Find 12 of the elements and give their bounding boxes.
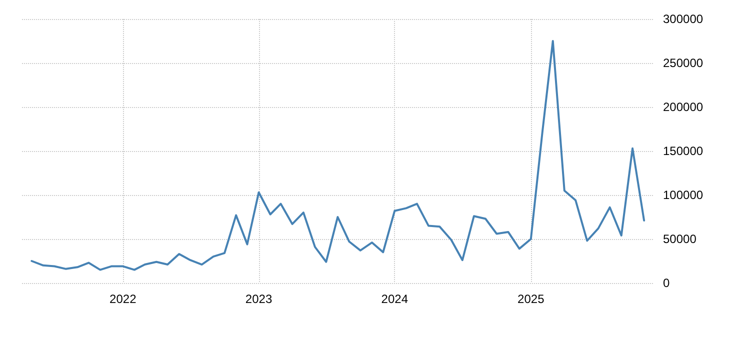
x-tick-label: 2024 <box>381 292 408 306</box>
y-tick-label: 100000 <box>663 188 704 202</box>
y-tick-label: 50000 <box>663 232 697 246</box>
y-tick-label: 250000 <box>663 56 704 70</box>
y-tick-label: 0 <box>663 276 670 290</box>
x-tick-label: 2023 <box>245 292 272 306</box>
line-series <box>30 40 646 271</box>
x-tick-label: 2025 <box>518 292 545 306</box>
y-tick-label: 150000 <box>663 144 704 158</box>
x-tick-label: 2022 <box>110 292 137 306</box>
y-tick-label: 300000 <box>663 12 704 26</box>
y-tick-label: 200000 <box>663 100 704 114</box>
